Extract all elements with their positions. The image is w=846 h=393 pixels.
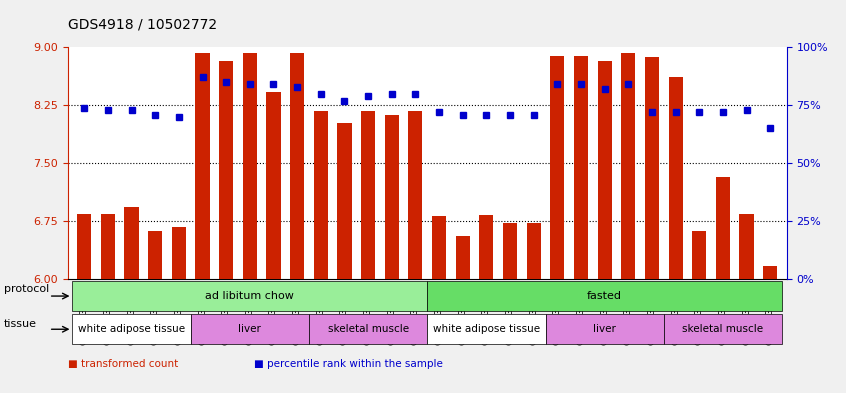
Text: protocol: protocol [4,284,49,294]
Bar [266,92,281,279]
Text: white adipose tissue: white adipose tissue [78,324,185,334]
Bar [195,53,210,279]
Bar [503,223,517,279]
FancyBboxPatch shape [427,314,546,344]
Bar [692,231,706,279]
Bar [526,223,541,279]
Text: liver: liver [593,324,616,334]
Text: ■ percentile rank within the sample: ■ percentile rank within the sample [254,360,442,369]
Bar [621,53,635,279]
Bar [739,214,754,279]
Bar [385,114,398,279]
FancyBboxPatch shape [546,314,664,344]
Bar [124,208,139,279]
Text: white adipose tissue: white adipose tissue [433,324,540,334]
Bar [668,77,683,279]
Bar [361,112,375,279]
Bar [409,112,422,279]
Text: liver: liver [239,324,261,334]
Text: fasted: fasted [587,291,622,301]
FancyBboxPatch shape [73,281,427,311]
Bar [456,236,470,279]
FancyBboxPatch shape [73,314,190,344]
Bar [172,227,186,279]
Bar [574,57,588,279]
Bar [338,123,352,279]
Bar [101,215,115,279]
Text: GDS4918 / 10502772: GDS4918 / 10502772 [68,17,217,31]
Text: ad libitum chow: ad libitum chow [206,291,294,301]
Bar [243,53,257,279]
Bar [432,216,446,279]
FancyBboxPatch shape [190,314,309,344]
Bar [290,53,305,279]
Text: ■ transformed count: ■ transformed count [68,360,178,369]
Bar [314,111,328,279]
Bar [716,177,730,279]
Bar [219,61,233,279]
Bar [645,57,659,279]
Bar [148,231,162,279]
Bar [550,57,564,279]
Bar [597,61,612,279]
Text: skeletal muscle: skeletal muscle [327,324,409,334]
Bar [480,215,493,279]
Text: tissue: tissue [4,319,37,329]
FancyBboxPatch shape [309,314,427,344]
Bar [77,214,91,279]
Bar [763,266,777,279]
FancyBboxPatch shape [664,314,782,344]
Text: skeletal muscle: skeletal muscle [683,324,763,334]
FancyBboxPatch shape [427,281,782,311]
